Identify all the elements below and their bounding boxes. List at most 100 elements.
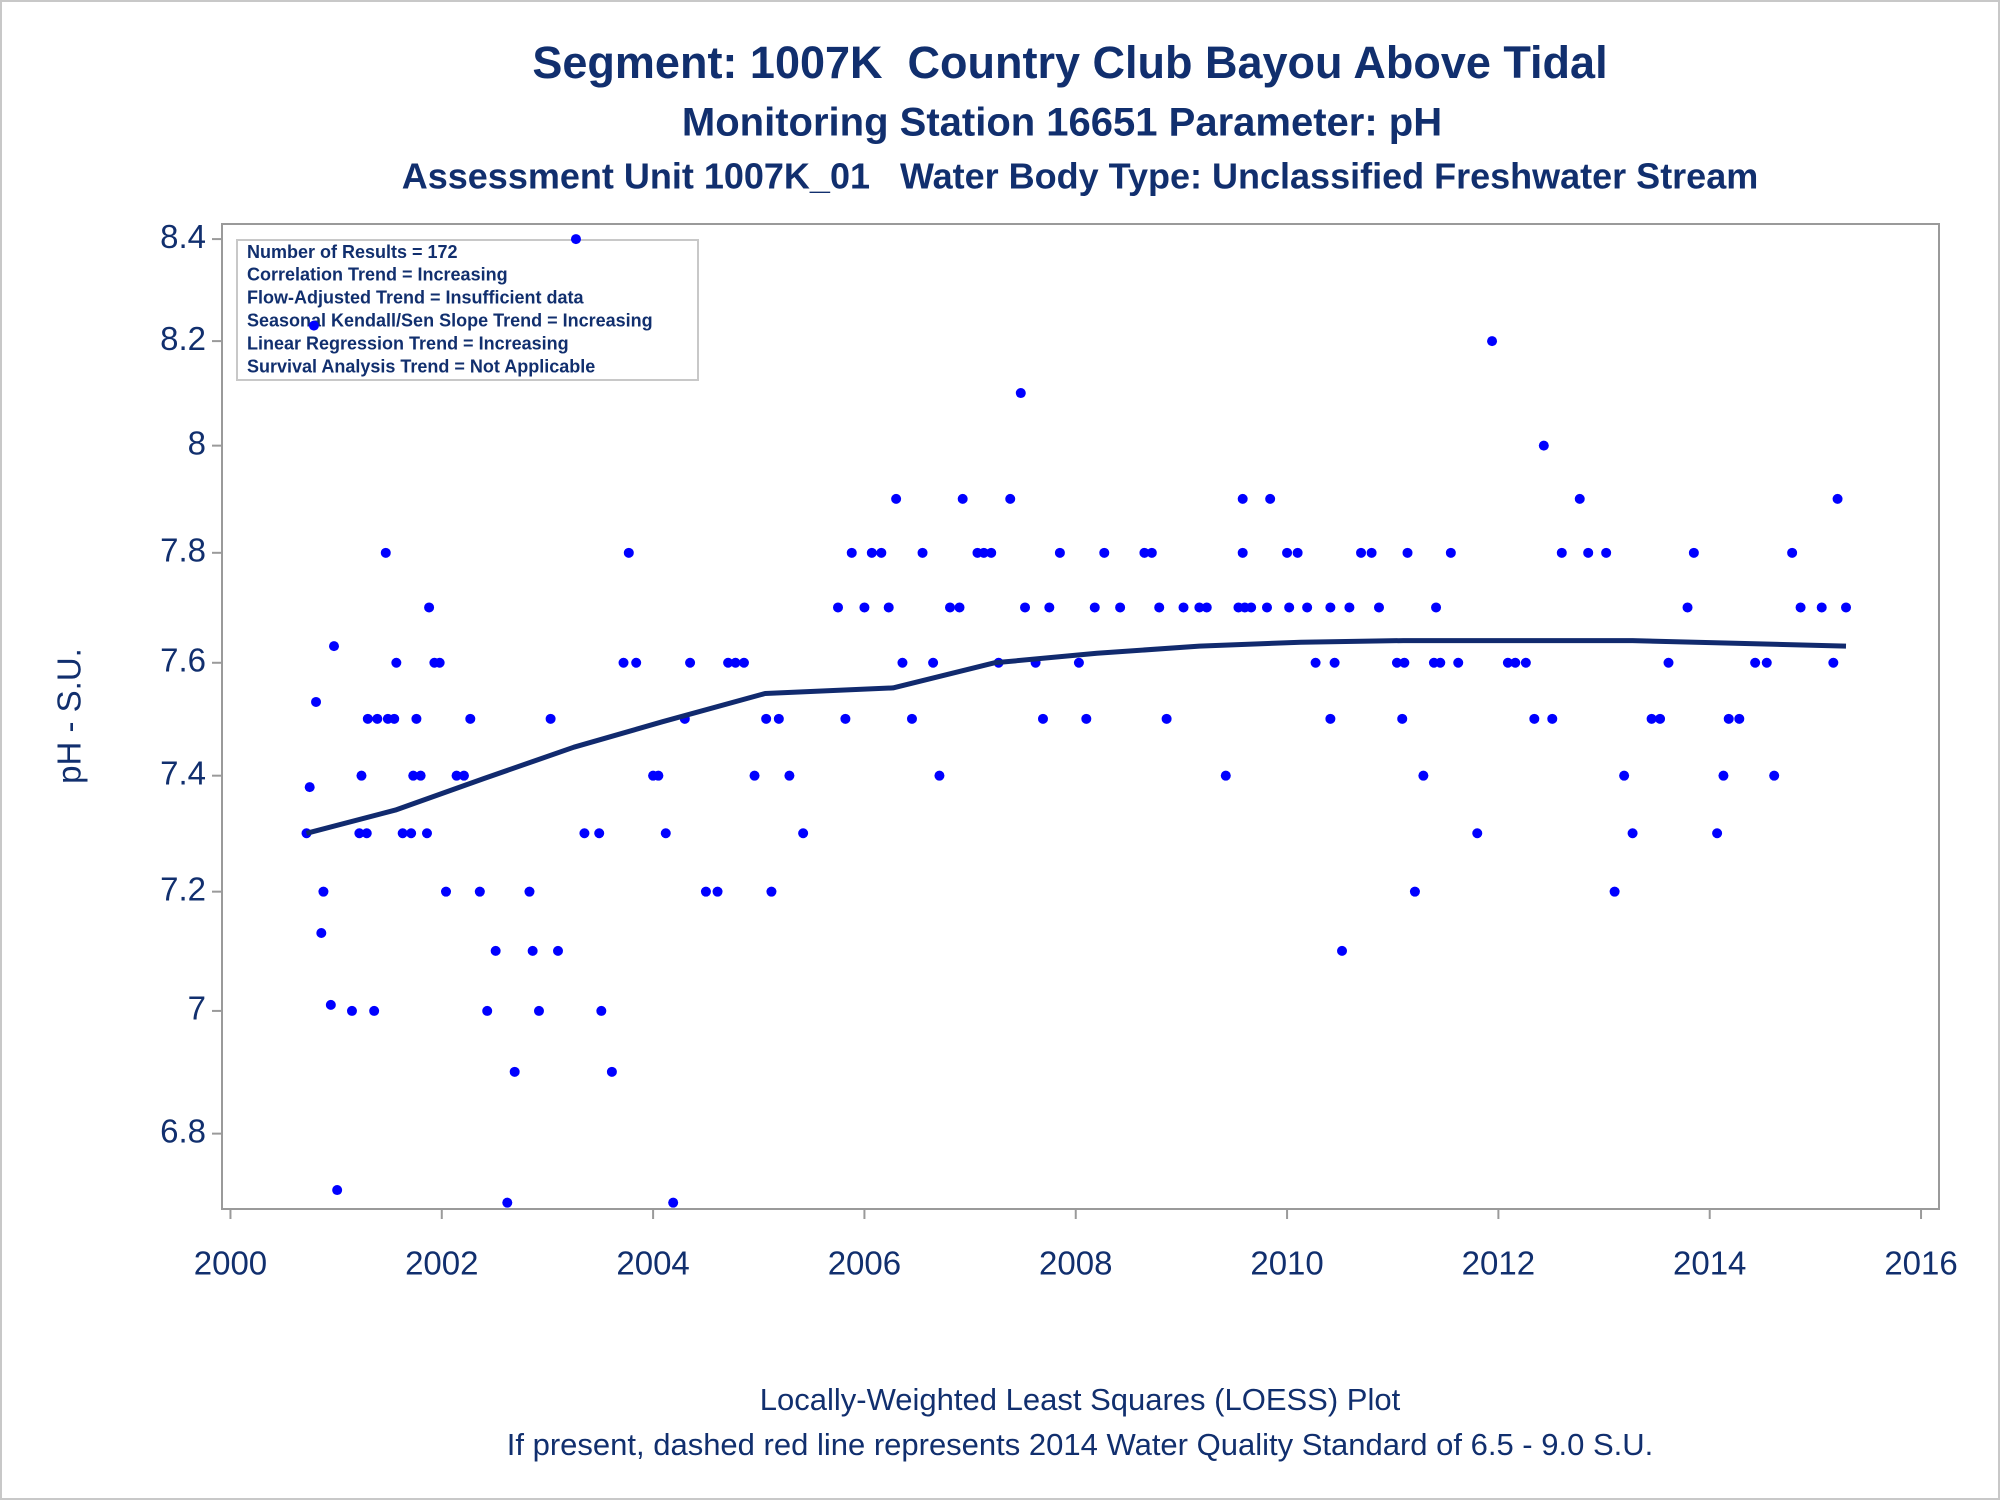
data-point — [316, 928, 327, 939]
data-point — [421, 828, 432, 839]
data-point — [1609, 886, 1620, 897]
data-point — [596, 1005, 607, 1016]
data-point — [1373, 602, 1384, 613]
data-point — [1282, 547, 1293, 558]
data-point — [1688, 547, 1699, 558]
data-point — [1154, 602, 1165, 613]
stats-line: Survival Analysis Trend = Not Applicable — [247, 356, 595, 376]
data-point — [1556, 547, 1567, 558]
data-point — [1723, 713, 1734, 724]
data-point — [978, 547, 989, 558]
footnote: If present, dashed red line represents 2… — [507, 1427, 1654, 1462]
data-point — [1718, 770, 1729, 781]
data-point — [859, 602, 870, 613]
data-point — [509, 1066, 520, 1077]
data-point — [840, 713, 851, 724]
data-point — [406, 828, 417, 839]
data-point — [1663, 657, 1674, 668]
data-point — [594, 828, 605, 839]
data-point — [441, 886, 452, 897]
data-point — [1435, 657, 1446, 668]
data-point — [1325, 713, 1336, 724]
data-point — [712, 886, 723, 897]
data-point — [1325, 602, 1336, 613]
data-point — [434, 657, 445, 668]
data-point — [1712, 828, 1723, 839]
data-point — [527, 945, 538, 956]
y-tick-label: 7.8 — [160, 532, 206, 569]
data-point — [304, 782, 315, 793]
data-point — [1502, 657, 1513, 668]
data-point — [876, 547, 887, 558]
data-point — [1329, 657, 1340, 668]
data-point — [474, 886, 485, 897]
x-tick-label: 2010 — [1250, 1245, 1323, 1282]
data-point — [1178, 602, 1189, 613]
data-point — [502, 1197, 513, 1208]
data-point — [1356, 547, 1367, 558]
data-point — [1682, 602, 1693, 613]
data-point — [631, 657, 642, 668]
data-point — [354, 828, 365, 839]
data-point — [700, 886, 711, 897]
y-tick-label: 7.2 — [160, 870, 206, 907]
data-point — [1487, 336, 1498, 347]
data-point — [1020, 602, 1031, 613]
data-point — [749, 770, 760, 781]
data-point — [1054, 547, 1065, 558]
data-point — [1841, 602, 1852, 613]
data-point — [1761, 657, 1772, 668]
data-point — [1246, 602, 1257, 613]
data-point — [623, 547, 634, 558]
x-tick-label: 2014 — [1673, 1245, 1746, 1282]
y-tick-label: 8.4 — [160, 218, 206, 255]
data-point — [986, 547, 997, 558]
data-point — [391, 657, 402, 668]
data-point — [524, 886, 535, 897]
data-point — [685, 657, 696, 668]
data-point — [883, 602, 894, 613]
chart-title: Segment: 1007K Country Club Bayou Above … — [532, 37, 1607, 88]
data-point — [332, 1185, 343, 1196]
data-point — [723, 657, 734, 668]
chart-subtitle: Assessment Unit 1007K_01 Water Body Type… — [402, 156, 1759, 197]
x-tick-label: 2000 — [194, 1245, 267, 1282]
data-point — [730, 657, 741, 668]
loess-line — [305, 638, 1847, 836]
x-tick-label: 2008 — [1039, 1245, 1112, 1282]
data-point — [325, 999, 336, 1010]
data-point — [1646, 713, 1657, 724]
data-point — [1073, 657, 1084, 668]
x-tick-label: 2012 — [1462, 1245, 1535, 1282]
data-point — [1037, 713, 1048, 724]
data-point — [411, 713, 422, 724]
data-point — [545, 713, 556, 724]
data-point — [1734, 713, 1745, 724]
data-point — [846, 547, 857, 558]
data-point — [1402, 547, 1413, 558]
data-point — [1302, 602, 1313, 613]
data-point — [1337, 945, 1348, 956]
data-point — [773, 713, 784, 724]
data-point — [1044, 602, 1055, 613]
data-point — [1237, 547, 1248, 558]
data-point — [906, 713, 917, 724]
data-point — [653, 770, 664, 781]
data-point — [1344, 602, 1355, 613]
stats-line: Number of Results = 172 — [247, 242, 458, 262]
data-point — [490, 945, 501, 956]
y-tick-label: 7 — [188, 990, 206, 1027]
data-point — [1284, 602, 1295, 613]
stats-line: Flow-Adjusted Trend = Insufficient data — [247, 288, 585, 308]
data-point — [1194, 602, 1205, 613]
data-point — [934, 770, 945, 781]
data-point — [424, 602, 435, 613]
y-axis-label: pH - S.U. — [51, 648, 88, 784]
stats-box — [236, 239, 699, 381]
data-point — [389, 713, 400, 724]
data-point — [897, 657, 908, 668]
data-point — [668, 1197, 679, 1208]
data-point — [784, 770, 795, 781]
plot-frame — [221, 223, 1940, 1210]
